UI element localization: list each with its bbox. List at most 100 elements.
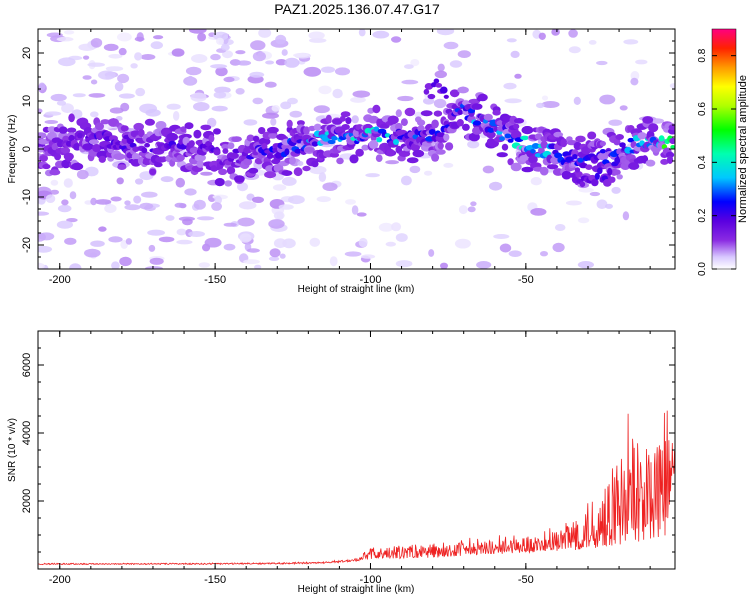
heatmap-cell [308,31,325,40]
heatmap-cell [538,146,545,155]
heatmap-cell [213,31,229,41]
heatmap-cell [313,123,322,131]
heatmap-cell [313,105,330,114]
heatmap-cell [503,82,517,90]
heatmap-cell [214,178,225,187]
bottom-xtick-label: -200 [49,574,71,586]
heatmap-cell [327,139,336,145]
heatmap-cell [471,103,483,110]
heatmap-cell [108,236,123,243]
heatmap-cell [50,189,59,195]
heatmap-cell [131,153,140,161]
heatmap-cell [361,254,376,259]
heatmap-cell [66,218,78,223]
heatmap-cell [391,222,402,232]
heatmap-cell [108,54,123,59]
heatmap-cell [213,91,227,99]
heatmap-cell [599,140,607,147]
heatmap-cell [160,156,167,162]
heatmap-cell [275,59,287,66]
heatmap-cell [186,75,195,86]
heatmap-cell [140,54,156,60]
heatmap-cell [293,167,303,177]
heatmap-cell [196,216,215,221]
heatmap-cell [188,140,195,147]
heatmap-cell [472,120,482,126]
heatmap-cell [579,181,586,188]
heatmap-cell [82,75,92,80]
heatmap-cell [252,51,266,62]
heatmap-cell [221,144,230,150]
heatmap-cell [197,32,207,42]
heatmap-cell [520,135,529,141]
heatmap-cell [216,37,224,45]
heatmap-cell [189,29,207,34]
heatmap-cell [266,153,274,159]
heatmap-cell [213,128,221,135]
heatmap-cell [622,211,630,221]
heatmap-cell [185,66,202,76]
heatmap-cell [147,229,166,236]
heatmap-cell [538,32,546,40]
heatmap-cell [401,79,419,85]
heatmap-cell [393,139,399,145]
heatmap-cell [468,98,481,104]
heatmap-cell [483,113,493,121]
heatmap-cell [141,147,148,154]
heatmap-cell [467,140,480,149]
heatmap-cell [454,238,471,249]
heatmap-cell [180,133,192,140]
heatmap-cell [211,202,223,211]
heatmap-cell [628,162,640,170]
heatmap-cell [287,97,298,105]
heatmap-cell [84,248,101,258]
heatmap-cell [599,94,616,105]
heatmap-cell [258,137,271,146]
heatmap-cell [71,162,84,171]
heatmap-cell [77,132,83,139]
heatmap-cell [135,178,144,185]
heatmap-cell [623,39,639,45]
heatmap-cell [340,111,351,118]
heatmap-cell [510,50,520,59]
heatmap-cell [401,175,412,186]
heatmap-cell [496,152,508,158]
heatmap-cell [231,136,242,143]
heatmap-cell [349,154,359,164]
heatmap-cell [61,103,74,114]
heatmap-cell [637,132,647,140]
heatmap-cell [138,129,145,138]
heatmap-cell [530,177,542,186]
spectrogram-heatmap [38,29,675,269]
heatmap-cell [457,86,469,94]
heatmap-cell [249,71,265,78]
heatmap-cell [268,256,280,262]
heatmap-cell [648,123,659,133]
heatmap-cell [378,222,394,232]
heatmap-cell [450,122,459,129]
heatmap-cell [468,132,480,142]
heatmap-cell [456,119,464,127]
heatmap-cell [417,119,426,126]
heatmap-cell [78,43,96,51]
heatmap-cell [561,170,572,180]
heatmap-cell [608,119,623,126]
heatmap-cell [476,261,492,269]
heatmap-cell [538,126,545,132]
heatmap-cell [281,49,288,56]
heatmap-cell [669,83,675,89]
heatmap-cell [372,30,390,39]
heatmap-cell [540,251,548,257]
heatmap-cell [223,76,235,83]
heatmap-cell [38,108,43,114]
heatmap-cell [56,36,74,42]
heatmap-cell [514,73,522,79]
heatmap-cell [141,191,158,198]
heatmap-cell [176,154,185,162]
heatmap-cell [64,237,77,245]
heatmap-cell [539,166,549,176]
heatmap-cell [596,60,608,66]
heatmap-cell [577,261,595,269]
heatmap-cell [486,131,496,139]
heatmap-cell [38,82,46,91]
